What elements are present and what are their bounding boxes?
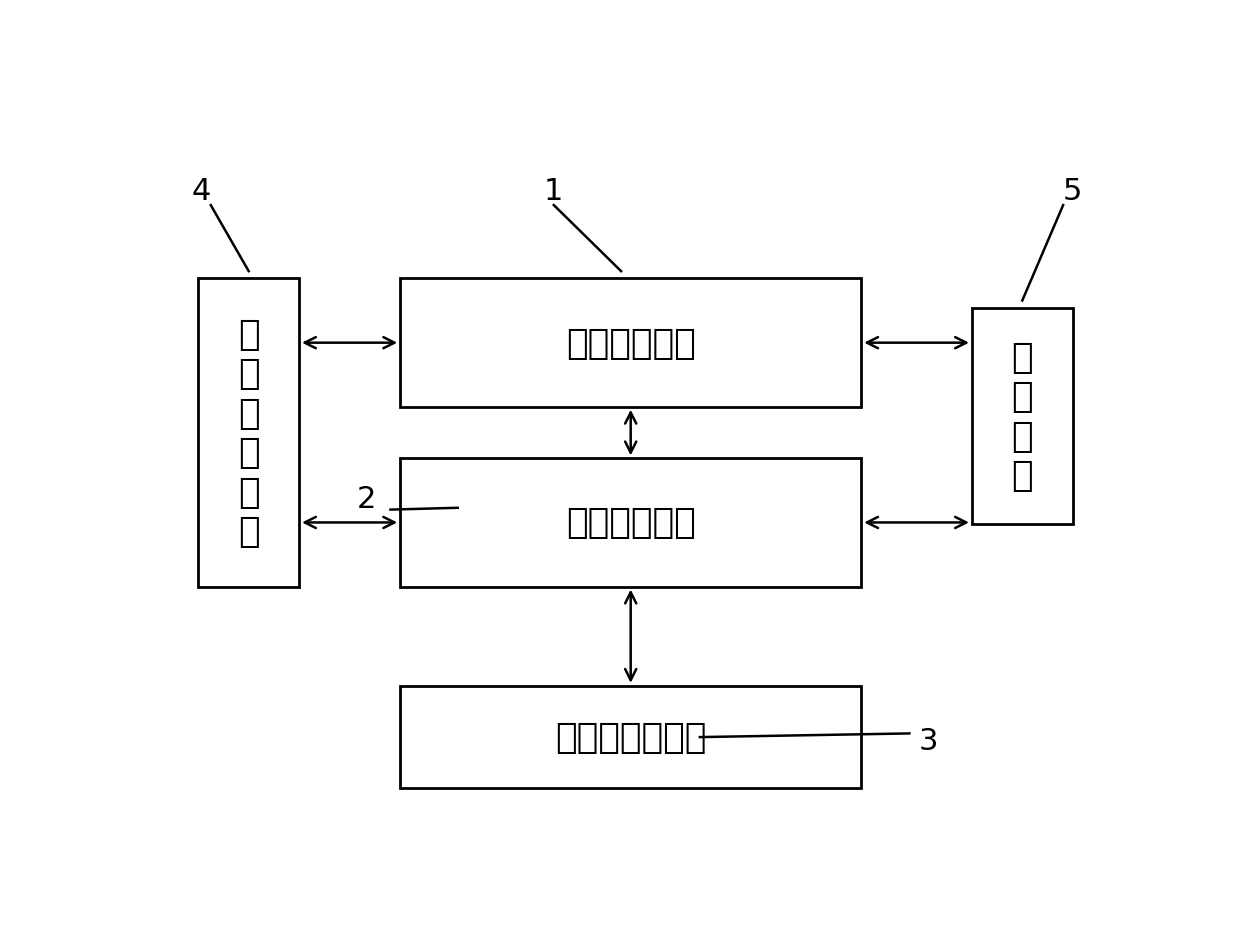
Bar bbox=[401, 459, 862, 587]
Bar bbox=[198, 279, 299, 587]
Text: 2: 2 bbox=[357, 485, 376, 513]
Text: 自适应保护单元: 自适应保护单元 bbox=[556, 721, 707, 754]
Bar bbox=[401, 279, 862, 407]
Text: 3: 3 bbox=[919, 726, 939, 756]
Text: 人
机
交
互
单
元: 人 机 交 互 单 元 bbox=[238, 318, 259, 548]
Bar bbox=[972, 308, 1073, 525]
Text: 5: 5 bbox=[1063, 177, 1083, 206]
Text: 1: 1 bbox=[544, 177, 563, 206]
Text: 4: 4 bbox=[191, 177, 211, 206]
Text: 数据融合单元: 数据融合单元 bbox=[565, 327, 696, 360]
Text: 自主控制单元: 自主控制单元 bbox=[565, 506, 696, 540]
Bar bbox=[401, 686, 862, 788]
Text: 通
信
单
元: 通 信 单 元 bbox=[1012, 341, 1033, 492]
